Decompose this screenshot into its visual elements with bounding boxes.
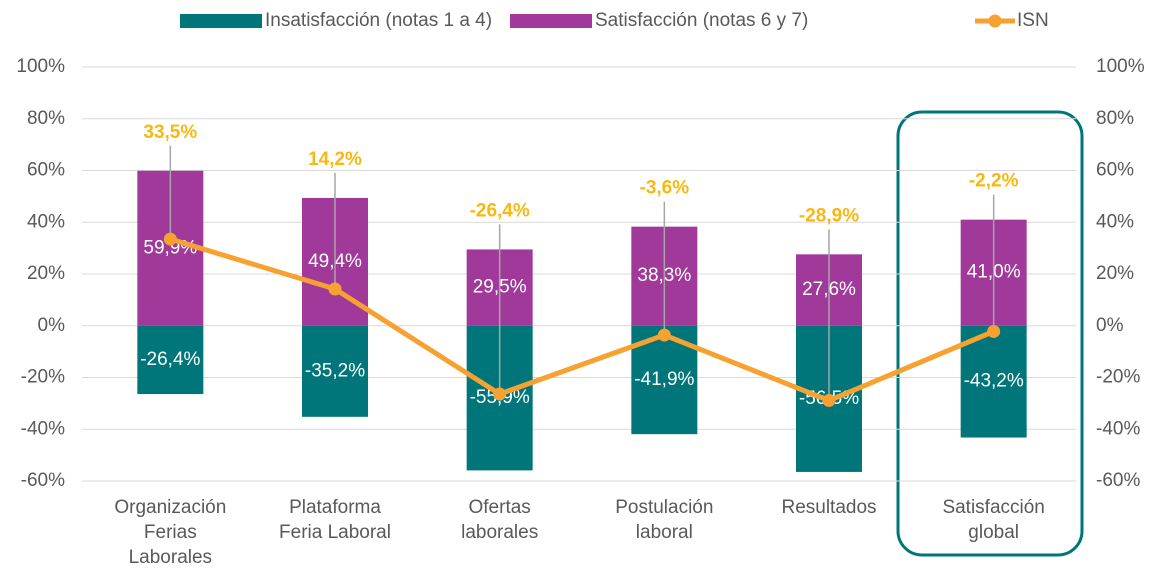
legend-label: ISN bbox=[1017, 10, 1049, 31]
isn-point bbox=[987, 324, 1001, 338]
bar-value-label: -43,2% bbox=[964, 371, 1024, 392]
isn-point bbox=[493, 387, 507, 401]
isn-value-label: -26,4% bbox=[470, 200, 530, 221]
x-tick-label: Ferias bbox=[144, 522, 197, 543]
x-tick-label: Resultados bbox=[781, 497, 876, 518]
y-tick-label: 80% bbox=[27, 108, 65, 129]
legend-swatch bbox=[988, 14, 1002, 28]
x-tick-label: laboral bbox=[636, 522, 693, 543]
isn-value-label: 33,5% bbox=[143, 122, 197, 143]
y2-tick-label: -20% bbox=[1096, 367, 1140, 388]
x-tick-label: Feria Laboral bbox=[279, 522, 391, 543]
y2-tick-label: -60% bbox=[1096, 470, 1140, 491]
y2-tick-label: 100% bbox=[1096, 56, 1145, 77]
y-tick-label: 20% bbox=[27, 263, 65, 284]
highlight-box bbox=[896, 110, 1084, 557]
x-tick-label: Organización bbox=[114, 497, 226, 518]
isn-point bbox=[163, 232, 177, 246]
y2-tick-label: 60% bbox=[1096, 160, 1134, 181]
legend-swatch bbox=[180, 14, 262, 28]
isn-value-label: -2,2% bbox=[969, 171, 1019, 192]
bar-value-label: -35,2% bbox=[305, 360, 365, 381]
bar bbox=[960, 325, 1027, 438]
y-tick-label: -60% bbox=[21, 470, 65, 491]
isn-point bbox=[328, 282, 342, 296]
y-tick-label: 60% bbox=[27, 160, 65, 181]
y2-tick-label: 0% bbox=[1096, 315, 1124, 336]
bar-value-label: -41,9% bbox=[634, 369, 694, 390]
x-tick-label: Satisfacción bbox=[942, 497, 1044, 518]
y2-tick-label: -40% bbox=[1096, 418, 1140, 439]
isn-value-label: 14,2% bbox=[308, 149, 362, 170]
isn-point bbox=[822, 394, 836, 408]
y-tick-label: 40% bbox=[27, 211, 65, 232]
isn-value-label: -3,6% bbox=[640, 178, 690, 199]
y-tick-label: -20% bbox=[21, 367, 65, 388]
y2-tick-label: 20% bbox=[1096, 263, 1134, 284]
bar-value-label: -26,4% bbox=[140, 349, 200, 370]
y2-tick-label: 40% bbox=[1096, 211, 1134, 232]
x-tick-label: Plataforma bbox=[289, 497, 381, 518]
x-tick-label: Ofertas bbox=[469, 497, 531, 518]
y-tick-label: 100% bbox=[16, 56, 65, 77]
isn-line bbox=[169, 236, 995, 404]
x-tick-label: Postulación bbox=[615, 497, 713, 518]
isn-point bbox=[657, 328, 671, 342]
y2-tick-label: 80% bbox=[1096, 108, 1134, 129]
legend-label: Satisfacción (notas 6 y 7) bbox=[595, 10, 808, 31]
y-tick-label: 0% bbox=[38, 315, 66, 336]
bar bbox=[137, 325, 204, 395]
x-tick-label: Laborales bbox=[129, 547, 212, 568]
legend-label: Insatisfacción (notas 1 a 4) bbox=[265, 10, 492, 31]
x-tick-label: laborales bbox=[461, 522, 538, 543]
isn-value-label: -28,9% bbox=[799, 205, 859, 226]
legend-swatch bbox=[510, 14, 592, 28]
bar bbox=[302, 325, 368, 417]
x-tick-label: global bbox=[968, 522, 1019, 543]
y-tick-label: -40% bbox=[21, 418, 65, 439]
